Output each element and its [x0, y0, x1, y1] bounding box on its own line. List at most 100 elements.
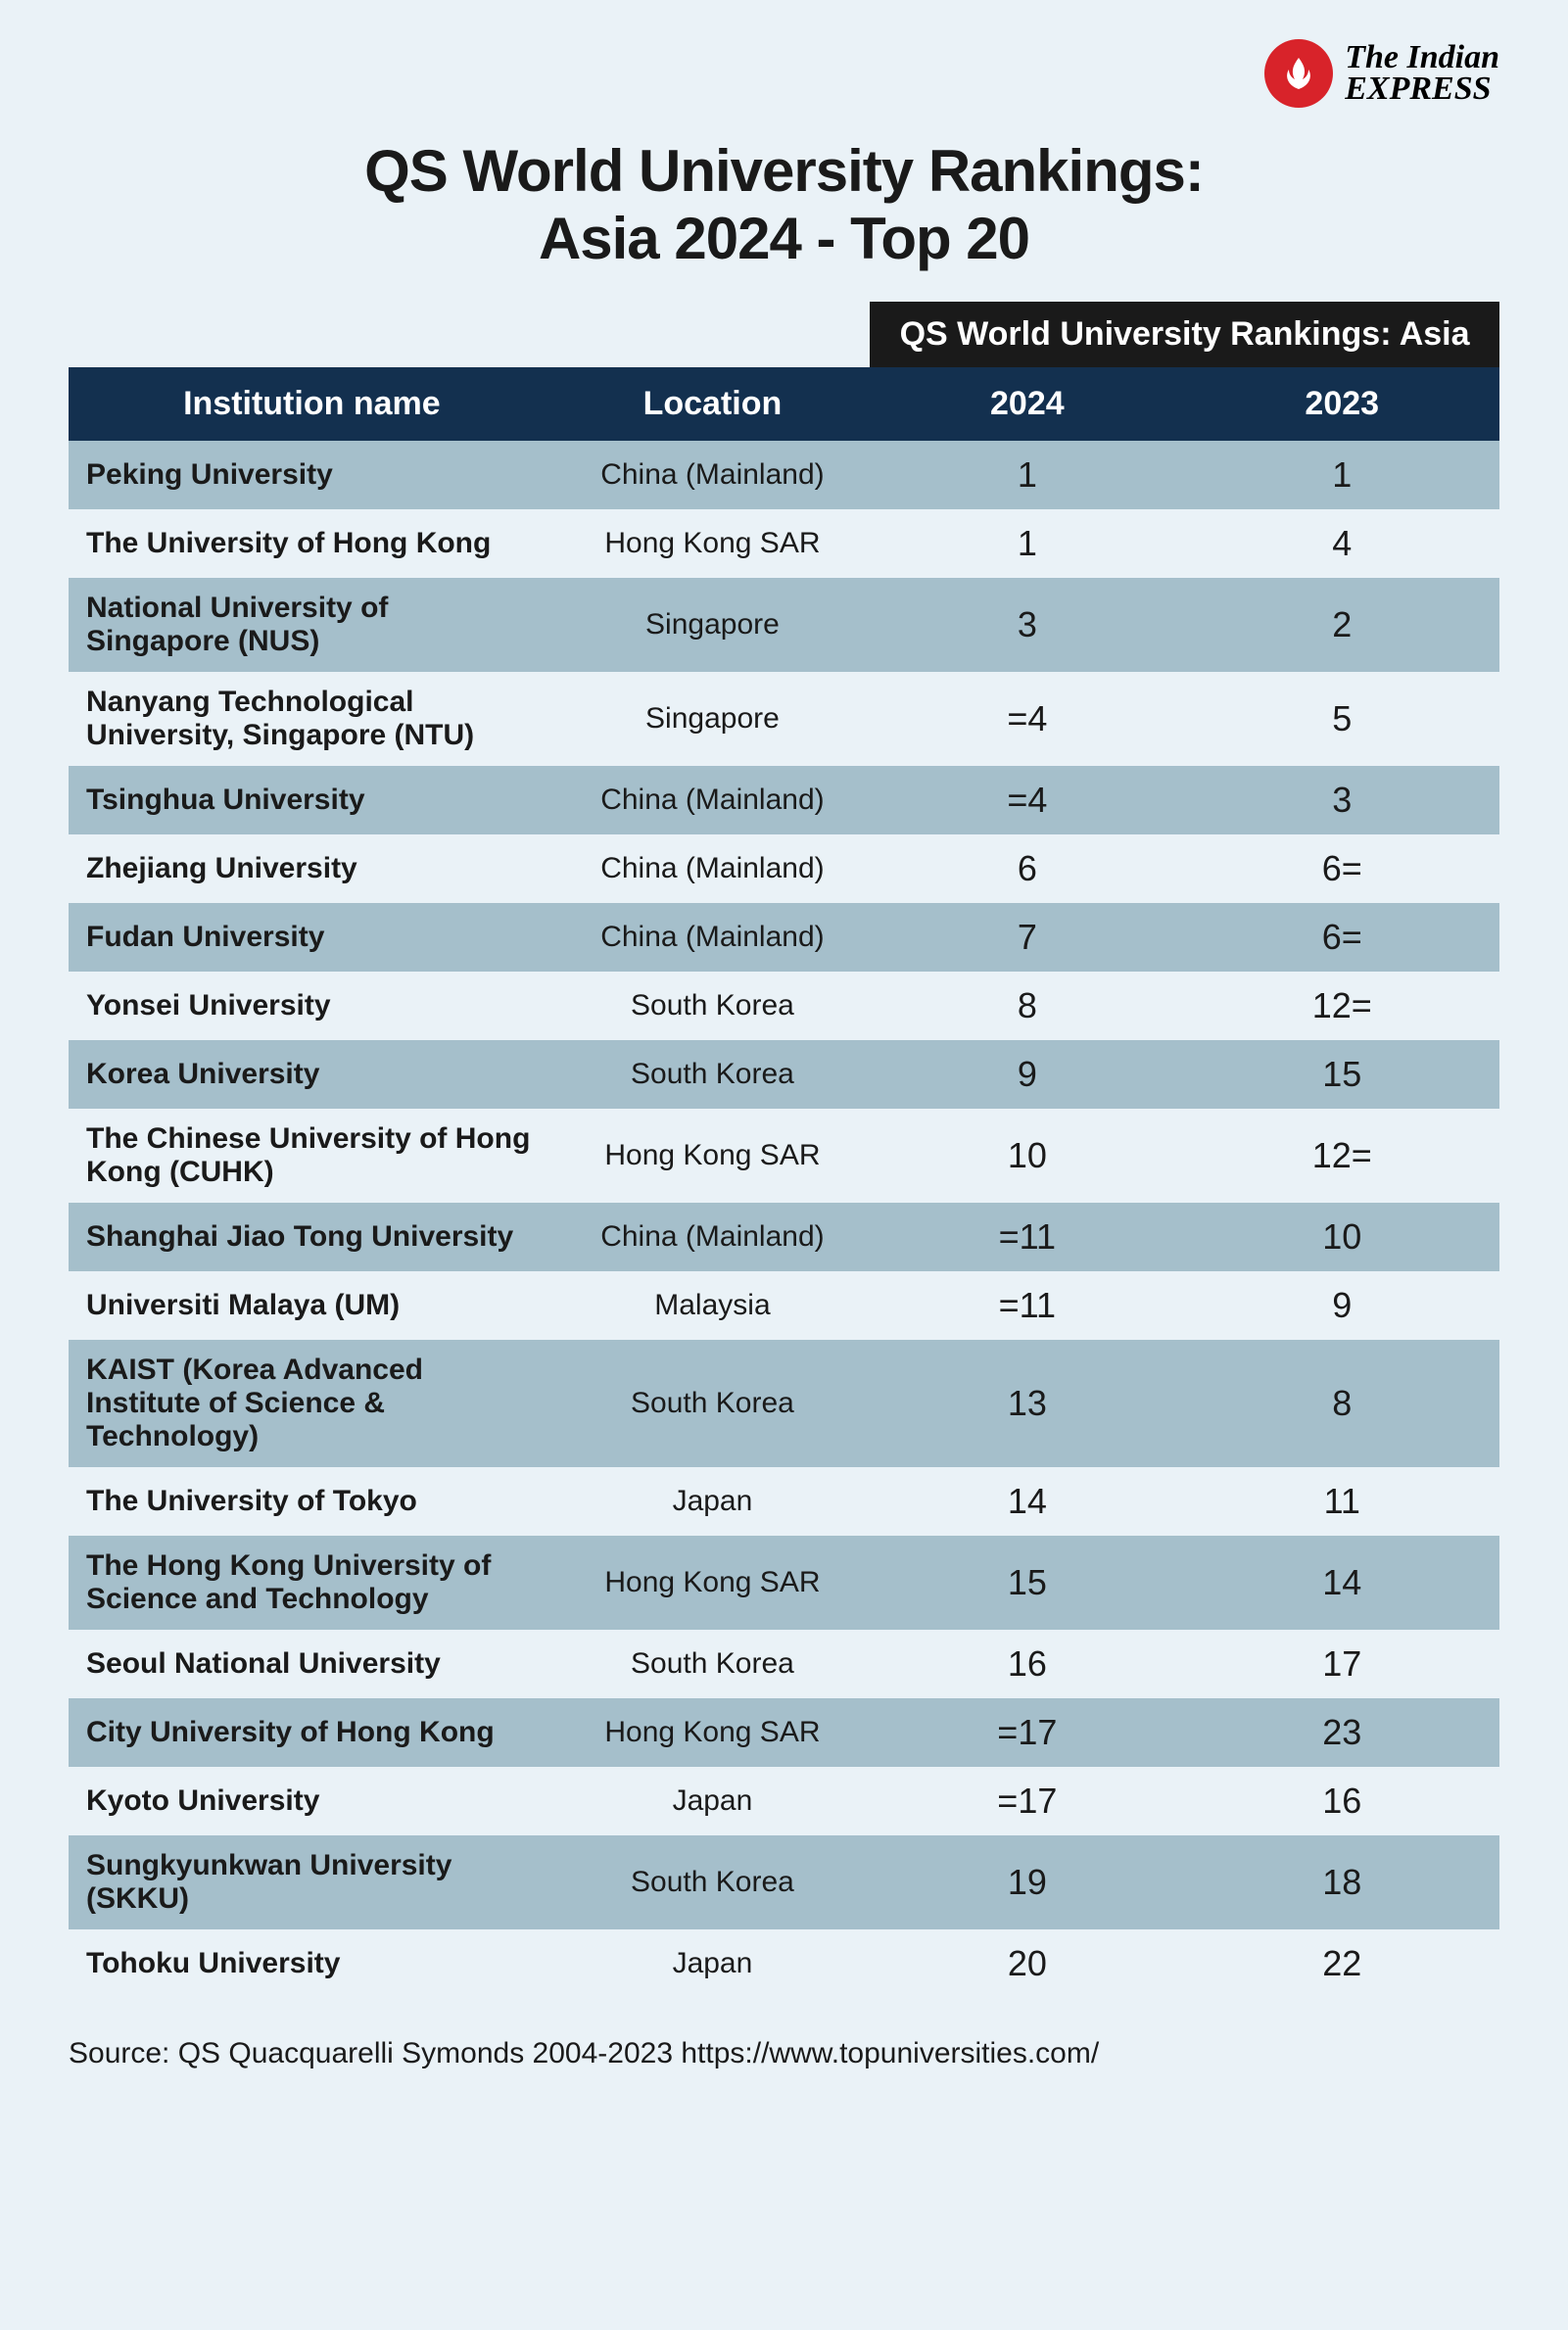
table-header-row: Institution name Location 2024 2023	[69, 367, 1499, 441]
cell-rank-2023: 12=	[1185, 972, 1499, 1040]
cell-location: China (Mainland)	[555, 1207, 870, 1267]
cell-rank-2024: =4	[870, 766, 1184, 834]
cell-rank-2023: 22	[1185, 1929, 1499, 1998]
brand-line2: EXPRESS	[1345, 73, 1499, 105]
cell-location: Hong Kong SAR	[555, 513, 870, 574]
cell-rank-2024: 15	[870, 1548, 1184, 1617]
cell-rank-2024: 13	[870, 1369, 1184, 1438]
cell-rank-2023: 8	[1185, 1369, 1499, 1438]
cell-rank-2024: =11	[870, 1203, 1184, 1271]
cell-rank-2024: 1	[870, 509, 1184, 578]
brand-logo-text: The Indian EXPRESS	[1345, 42, 1499, 106]
cell-institution: Seoul National University	[69, 1634, 555, 1694]
cell-institution: Sungkyunkwan University (SKKU)	[69, 1835, 555, 1929]
cell-rank-2024: 6	[870, 834, 1184, 903]
cell-location: Singapore	[555, 689, 870, 749]
cell-institution: Yonsei University	[69, 975, 555, 1036]
title-line2: Asia 2024 - Top 20	[539, 206, 1029, 271]
table-row: Korea UniversitySouth Korea915	[69, 1040, 1499, 1109]
cell-location: Malaysia	[555, 1275, 870, 1336]
table-row: KAIST (Korea Advanced Institute of Scien…	[69, 1340, 1499, 1467]
cell-rank-2024: 16	[870, 1630, 1184, 1698]
brand-logo: The Indian EXPRESS	[1264, 39, 1499, 108]
cell-rank-2023: 1	[1185, 441, 1499, 509]
cell-rank-2024: =11	[870, 1271, 1184, 1340]
brand-logo-mark	[1264, 39, 1333, 108]
cell-rank-2023: 18	[1185, 1848, 1499, 1917]
cell-rank-2023: 15	[1185, 1040, 1499, 1109]
cell-location: South Korea	[555, 1373, 870, 1434]
table-row: Nanyang Technological University, Singap…	[69, 672, 1499, 766]
cell-rank-2024: 7	[870, 903, 1184, 972]
table-row: Fudan UniversityChina (Mainland)76=	[69, 903, 1499, 972]
cell-rank-2024: 3	[870, 591, 1184, 659]
table-row: The University of Hong KongHong Kong SAR…	[69, 509, 1499, 578]
title-line1: QS World University Rankings:	[364, 138, 1204, 204]
cell-institution: The Chinese University of Hong Kong (CUH…	[69, 1109, 555, 1203]
cell-institution: National University of Singapore (NUS)	[69, 578, 555, 672]
cell-rank-2024: =4	[870, 685, 1184, 753]
cell-location: China (Mainland)	[555, 770, 870, 831]
cell-location: Hong Kong SAR	[555, 1125, 870, 1186]
cell-location: Japan	[555, 1933, 870, 1994]
cell-rank-2024: 19	[870, 1848, 1184, 1917]
cell-location: South Korea	[555, 975, 870, 1036]
cell-rank-2024: 10	[870, 1121, 1184, 1190]
cell-rank-2024: 1	[870, 441, 1184, 509]
cell-rank-2024: =17	[870, 1767, 1184, 1835]
header-year-2023: 2023	[1185, 367, 1499, 441]
cell-rank-2023: 12=	[1185, 1121, 1499, 1190]
cell-location: South Korea	[555, 1634, 870, 1694]
cell-rank-2024: =17	[870, 1698, 1184, 1767]
cell-institution: The University of Tokyo	[69, 1471, 555, 1532]
table-row: Seoul National UniversitySouth Korea1617	[69, 1630, 1499, 1698]
cell-institution: Peking University	[69, 445, 555, 505]
table-row: The Hong Kong University of Science and …	[69, 1536, 1499, 1630]
cell-location: South Korea	[555, 1044, 870, 1105]
table-row: Tsinghua UniversityChina (Mainland)=43	[69, 766, 1499, 834]
table-row: Sungkyunkwan University (SKKU)South Kore…	[69, 1835, 1499, 1929]
cell-rank-2023: 9	[1185, 1271, 1499, 1340]
cell-institution: The Hong Kong University of Science and …	[69, 1536, 555, 1630]
cell-location: Hong Kong SAR	[555, 1702, 870, 1763]
table-row: Shanghai Jiao Tong UniversityChina (Main…	[69, 1203, 1499, 1271]
cell-institution: KAIST (Korea Advanced Institute of Scien…	[69, 1340, 555, 1467]
cell-rank-2023: 23	[1185, 1698, 1499, 1767]
flame-icon	[1279, 54, 1318, 93]
cell-rank-2023: 6=	[1185, 903, 1499, 972]
cell-institution: Kyoto University	[69, 1771, 555, 1831]
cell-location: China (Mainland)	[555, 838, 870, 899]
rankings-table: QS World University Rankings: Asia Insti…	[69, 302, 1499, 1998]
cell-institution: Korea University	[69, 1044, 555, 1105]
table-row: Peking UniversityChina (Mainland)11	[69, 441, 1499, 509]
table-row: City University of Hong KongHong Kong SA…	[69, 1698, 1499, 1767]
cell-location: China (Mainland)	[555, 907, 870, 968]
header-location: Location	[555, 367, 870, 441]
cell-institution: City University of Hong Kong	[69, 1702, 555, 1763]
cell-rank-2023: 14	[1185, 1548, 1499, 1617]
cell-institution: Nanyang Technological University, Singap…	[69, 672, 555, 766]
cell-rank-2023: 3	[1185, 766, 1499, 834]
cell-rank-2023: 2	[1185, 591, 1499, 659]
cell-institution: Universiti Malaya (UM)	[69, 1275, 555, 1336]
cell-location: Japan	[555, 1771, 870, 1831]
spanner-spacer	[69, 302, 870, 367]
cell-institution: Zhejiang University	[69, 838, 555, 899]
cell-rank-2023: 17	[1185, 1630, 1499, 1698]
cell-rank-2023: 6=	[1185, 834, 1499, 903]
cell-location: Singapore	[555, 594, 870, 655]
table-row: Tohoku UniversityJapan2022	[69, 1929, 1499, 1998]
table-row: Yonsei UniversitySouth Korea812=	[69, 972, 1499, 1040]
cell-institution: Shanghai Jiao Tong University	[69, 1207, 555, 1267]
table-row: Universiti Malaya (UM)Malaysia=119	[69, 1271, 1499, 1340]
table-body: Peking UniversityChina (Mainland)11The U…	[69, 441, 1499, 1998]
cell-location: Hong Kong SAR	[555, 1552, 870, 1613]
cell-location: Japan	[555, 1471, 870, 1532]
page-title: QS World University Rankings: Asia 2024 …	[69, 137, 1499, 272]
cell-rank-2023: 16	[1185, 1767, 1499, 1835]
brand-line1: The Indian	[1345, 42, 1499, 73]
table-row: The University of TokyoJapan1411	[69, 1467, 1499, 1536]
table-row: National University of Singapore (NUS)Si…	[69, 578, 1499, 672]
table-row: The Chinese University of Hong Kong (CUH…	[69, 1109, 1499, 1203]
cell-rank-2023: 10	[1185, 1203, 1499, 1271]
